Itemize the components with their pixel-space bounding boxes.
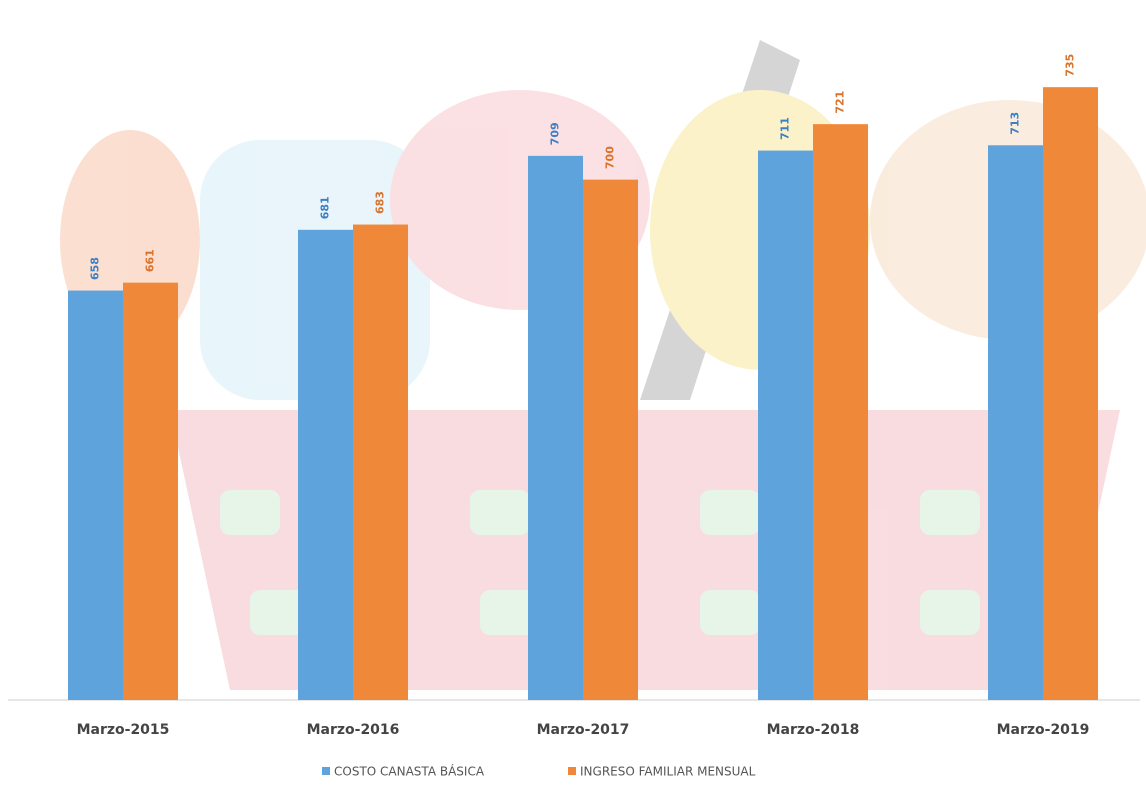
- bar: [298, 229, 353, 700]
- bar: [68, 290, 123, 700]
- value-label: 700: [604, 146, 617, 169]
- legend-label: INGRESO FAMILIAR MENSUAL: [580, 765, 756, 779]
- bar: [123, 282, 178, 700]
- legend-swatch: [568, 767, 576, 775]
- value-label: 683: [374, 191, 387, 214]
- value-label: 709: [549, 122, 562, 145]
- value-label: 735: [1064, 54, 1077, 77]
- value-label: 681: [319, 196, 332, 219]
- value-label: 713: [1009, 112, 1022, 135]
- x-tick-label: Marzo-2017: [537, 722, 630, 738]
- legend-label: COSTO CANASTA BÁSICA: [334, 764, 485, 779]
- value-label: 661: [144, 249, 157, 272]
- x-tick-label: Marzo-2018: [767, 722, 860, 738]
- bar: [813, 124, 868, 700]
- bar: [988, 145, 1043, 700]
- x-tick-label: Marzo-2016: [307, 722, 400, 738]
- value-label: 711: [779, 117, 792, 140]
- bar: [353, 224, 408, 700]
- x-tick-label: Marzo-2015: [77, 722, 170, 738]
- bar: [1043, 87, 1098, 701]
- bar: [758, 150, 813, 700]
- x-tick-label: Marzo-2019: [997, 722, 1090, 738]
- value-label: 658: [89, 257, 102, 280]
- bar: [528, 155, 583, 700]
- value-label: 721: [834, 91, 847, 114]
- bar: [583, 179, 638, 701]
- legend-swatch: [322, 767, 330, 775]
